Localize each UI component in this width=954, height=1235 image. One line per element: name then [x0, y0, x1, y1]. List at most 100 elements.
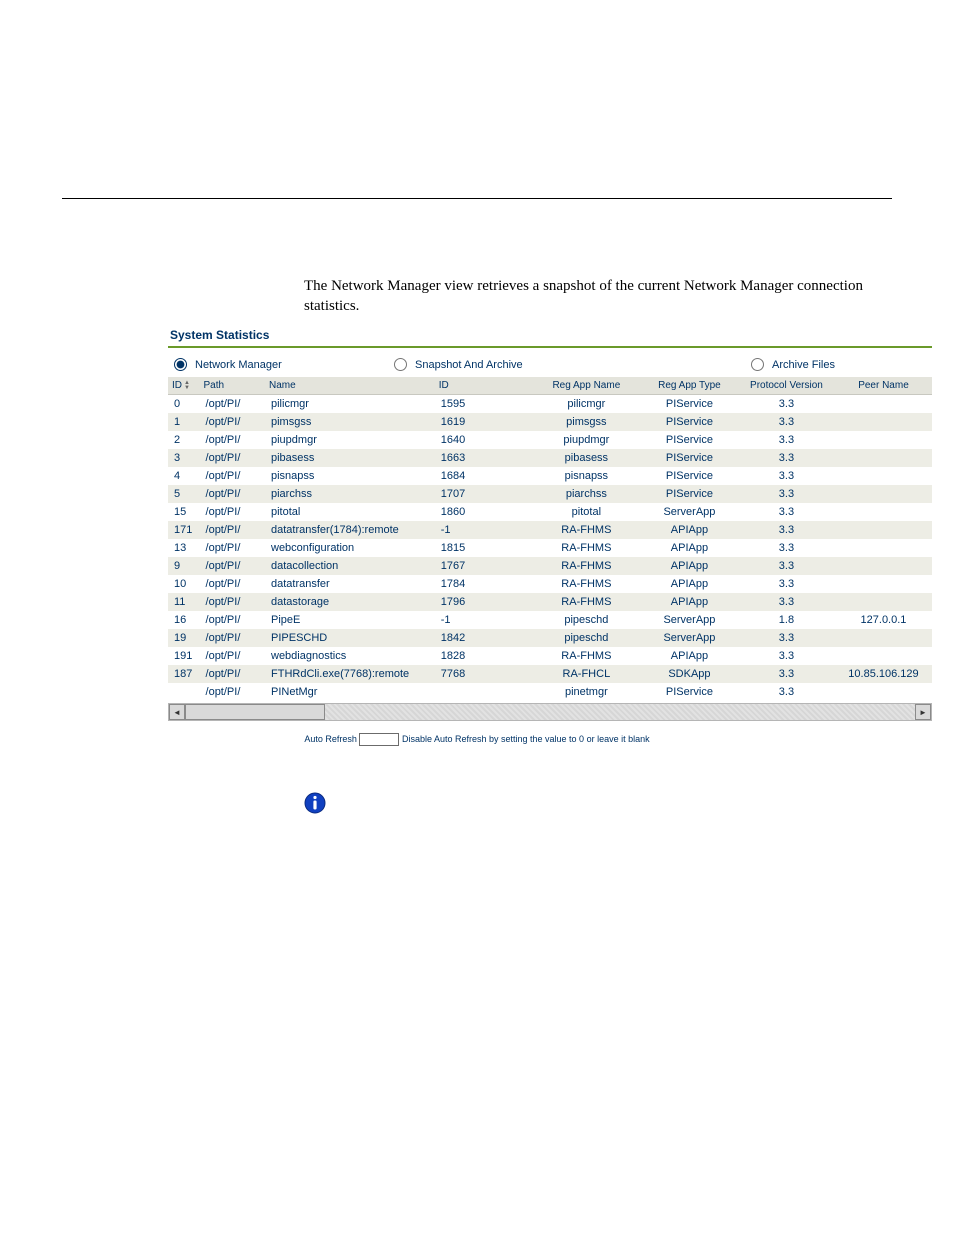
table-row[interactable]: 11/opt/PI/datastorage1796RA-FHMSAPIApp3.… [168, 593, 932, 611]
cell-d: 1796 [435, 593, 532, 611]
radio-network-manager-input[interactable] [174, 358, 187, 371]
scroll-track[interactable] [185, 704, 915, 720]
cell-d: -1 [435, 521, 532, 539]
cell-rat: SDKApp [641, 665, 738, 683]
cell-path: /opt/PI/ [200, 395, 265, 414]
cell-name: datatransfer(1784):remote [265, 521, 435, 539]
cell-pn [835, 593, 932, 611]
cell-name: pilicmgr [265, 395, 435, 414]
cell-id: 9 [168, 557, 200, 575]
cell-id [168, 683, 200, 701]
radio-archive-files[interactable]: Archive Files [654, 358, 932, 371]
cell-pv: 3.3 [738, 431, 835, 449]
col-path[interactable]: Path [200, 377, 265, 395]
cell-pv: 3.3 [738, 467, 835, 485]
cell-pv: 3.3 [738, 395, 835, 414]
cell-ran: piupdmgr [532, 431, 641, 449]
cell-rat: PIService [641, 449, 738, 467]
cell-rat: PIService [641, 485, 738, 503]
cell-pn [835, 449, 932, 467]
radio-snapshot-archive-input[interactable] [394, 358, 407, 371]
table-row[interactable]: 3/opt/PI/pibasess1663pibasessPIService3.… [168, 449, 932, 467]
table-row[interactable]: 16/opt/PI/PipeE-1pipeschdServerApp1.8127… [168, 611, 932, 629]
table-row[interactable]: 10/opt/PI/datatransfer1784RA-FHMSAPIApp3… [168, 575, 932, 593]
cell-path: /opt/PI/ [200, 629, 265, 647]
cell-d: 1663 [435, 449, 532, 467]
horizontal-scrollbar[interactable]: ◄ ► [168, 703, 932, 721]
table-row[interactable]: 9/opt/PI/datacollection1767RA-FHMSAPIApp… [168, 557, 932, 575]
cell-pn [835, 575, 932, 593]
table-row[interactable]: 171/opt/PI/datatransfer(1784):remote-1RA… [168, 521, 932, 539]
table-row[interactable]: 13/opt/PI/webconfiguration1815RA-FHMSAPI… [168, 539, 932, 557]
cell-ran: pimsgss [532, 413, 641, 431]
cell-pn [835, 467, 932, 485]
cell-name: pitotal [265, 503, 435, 521]
table-row[interactable]: 187/opt/PI/FTHRdCli.exe(7768):remote7768… [168, 665, 932, 683]
col-protocol-version[interactable]: Protocol Version [738, 377, 835, 395]
cell-name: PINetMgr [265, 683, 435, 701]
table-row[interactable]: 19/opt/PI/PIPESCHD1842pipeschdServerApp3… [168, 629, 932, 647]
cell-pn [835, 503, 932, 521]
cell-id: 10 [168, 575, 200, 593]
table-row[interactable]: 4/opt/PI/pisnapss1684pisnapssPIService3.… [168, 467, 932, 485]
col-id[interactable]: ID ▲▼ [168, 377, 200, 395]
cell-pn [835, 539, 932, 557]
cell-ran: pipeschd [532, 611, 641, 629]
cell-ran: RA-FHMS [532, 647, 641, 665]
cell-id: 3 [168, 449, 200, 467]
col-reg-app-name[interactable]: Reg App Name [532, 377, 641, 395]
cell-rat: PIService [641, 467, 738, 485]
scroll-thumb[interactable] [185, 704, 325, 720]
view-radio-group: Network Manager Snapshot And Archive Arc… [168, 352, 932, 377]
cell-name: pibasess [265, 449, 435, 467]
cell-ran: RA-FHMS [532, 521, 641, 539]
radio-archive-files-input[interactable] [751, 358, 764, 371]
table-row[interactable]: 15/opt/PI/pitotal1860pitotalServerApp3.3 [168, 503, 932, 521]
cell-path: /opt/PI/ [200, 557, 265, 575]
cell-ran: pisnapss [532, 467, 641, 485]
table-row[interactable]: 5/opt/PI/piarchss1707piarchssPIService3.… [168, 485, 932, 503]
table-row[interactable]: /opt/PI/PINetMgrpinetmgrPIService3.3 [168, 683, 932, 701]
cell-rat: APIApp [641, 557, 738, 575]
scroll-left-arrow[interactable]: ◄ [169, 704, 185, 720]
radio-snapshot-archive[interactable]: Snapshot And Archive [394, 358, 654, 371]
cell-path: /opt/PI/ [200, 521, 265, 539]
cell-ran: pipeschd [532, 629, 641, 647]
cell-pv: 3.3 [738, 449, 835, 467]
cell-id: 11 [168, 593, 200, 611]
cell-pn: 127.0.0.1 [835, 611, 932, 629]
scroll-right-arrow[interactable]: ► [915, 704, 931, 720]
cell-pn [835, 521, 932, 539]
cell-name: FTHRdCli.exe(7768):remote [265, 665, 435, 683]
auto-refresh-hint: Disable Auto Refresh by setting the valu… [402, 734, 650, 744]
auto-refresh-input[interactable] [359, 733, 399, 746]
intro-paragraph: The Network Manager view retrieves a sna… [304, 277, 864, 316]
table-row[interactable]: 0/opt/PI/pilicmgr1595pilicmgrPIService3.… [168, 395, 932, 414]
auto-refresh-row: Auto Refresh Disable Auto Refresh by set… [0, 733, 954, 746]
cell-pv: 3.3 [738, 503, 835, 521]
cell-pv: 3.3 [738, 683, 835, 701]
cell-pn [835, 683, 932, 701]
table-row[interactable]: 2/opt/PI/piupdmgr1640piupdmgrPIService3.… [168, 431, 932, 449]
radio-archive-files-label: Archive Files [772, 359, 835, 371]
col-d[interactable]: ID [435, 377, 532, 395]
cell-name: webdiagnostics [265, 647, 435, 665]
cell-id: 16 [168, 611, 200, 629]
cell-rat: PIService [641, 431, 738, 449]
radio-snapshot-archive-label: Snapshot And Archive [415, 359, 523, 371]
table-row[interactable]: 191/opt/PI/webdiagnostics1828RA-FHMSAPIA… [168, 647, 932, 665]
cell-d: 1815 [435, 539, 532, 557]
col-peer-name[interactable]: Peer Name [835, 377, 932, 395]
radio-network-manager[interactable]: Network Manager [174, 358, 394, 371]
cell-pn [835, 557, 932, 575]
cell-ran: pibasess [532, 449, 641, 467]
cell-pn [835, 431, 932, 449]
col-reg-app-type[interactable]: Reg App Type [641, 377, 738, 395]
cell-name: pimsgss [265, 413, 435, 431]
cell-pn: 10.85.106.129 [835, 665, 932, 683]
cell-name: piupdmgr [265, 431, 435, 449]
col-name[interactable]: Name [265, 377, 435, 395]
table-row[interactable]: 1/opt/PI/pimsgss1619pimsgssPIService3.3 [168, 413, 932, 431]
cell-rat: PIService [641, 683, 738, 701]
cell-path: /opt/PI/ [200, 449, 265, 467]
